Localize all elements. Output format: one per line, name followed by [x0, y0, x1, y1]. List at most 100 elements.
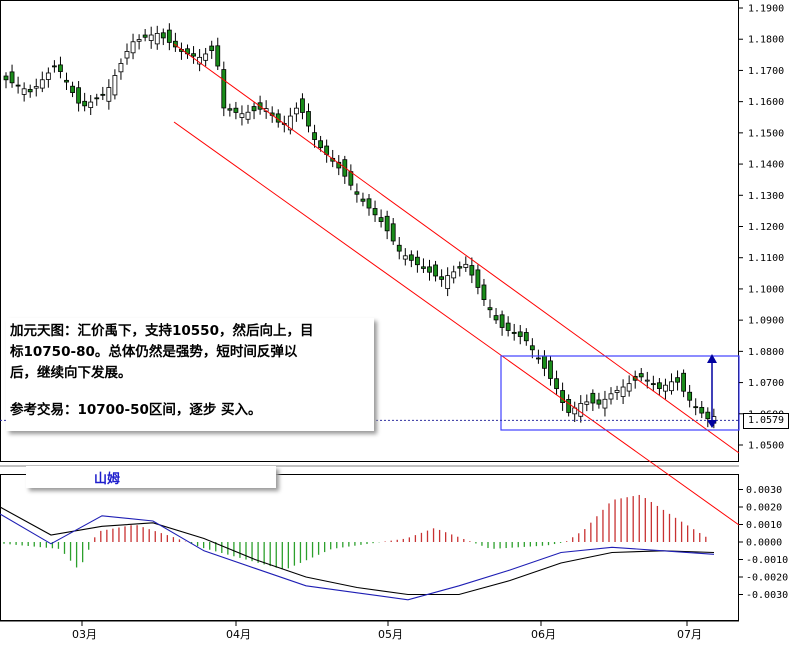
candle-up	[578, 403, 584, 417]
macd-y-tick-label: 0.0020	[746, 503, 782, 514]
candle-down	[529, 345, 535, 351]
candle-down	[396, 244, 402, 252]
candle-down	[487, 307, 493, 311]
macd-signal-line	[0, 506, 715, 596]
candle-down	[64, 79, 69, 83]
candle-down	[681, 372, 686, 392]
candle-down	[82, 100, 88, 107]
candle-down	[493, 315, 499, 321]
candle-up	[124, 51, 130, 59]
candle-up	[614, 390, 620, 393]
candle-up	[45, 72, 51, 80]
candle-up	[620, 386, 626, 397]
candle-up	[663, 384, 668, 392]
candle-down	[390, 223, 396, 242]
y-tick-label: 1.0900	[748, 316, 784, 327]
candle-down	[172, 40, 178, 48]
candle-down	[300, 98, 305, 113]
candle-down	[511, 331, 517, 334]
candle-down	[638, 373, 644, 378]
candle-down	[70, 85, 75, 93]
author-signature: 山姆	[94, 472, 121, 487]
candle-down	[469, 265, 475, 276]
candle-down	[566, 399, 572, 413]
candle-down	[481, 284, 487, 300]
candle-up	[245, 111, 251, 120]
candle-down	[318, 140, 324, 149]
candle-down	[233, 107, 239, 113]
trend-channel	[0, 43, 740, 526]
y-tick-label: 1.0700	[748, 378, 784, 389]
note-line-1: 加元天图：汇价禹下，支持10550，然后向上，目	[10, 323, 314, 339]
candle-down	[100, 93, 106, 96]
candle-down	[499, 314, 505, 328]
x-tick-label: 03月	[72, 628, 97, 641]
candle-up	[463, 263, 469, 268]
candle-down	[699, 407, 705, 414]
candle-down	[408, 254, 414, 261]
macd-y-tick-label: 0.0030	[746, 485, 782, 496]
target-arrow-up	[707, 354, 717, 363]
candle-down	[191, 53, 196, 57]
y-tick-label: 1.1900	[748, 4, 784, 15]
candle-down	[414, 256, 420, 266]
candle-down	[536, 357, 541, 360]
macd-y-tick-label: -0.0030	[746, 590, 788, 601]
candle-down	[354, 191, 360, 195]
candle-down	[542, 355, 547, 369]
candle-down	[705, 411, 711, 420]
candle-down	[142, 34, 148, 38]
candle-down	[160, 32, 166, 39]
candle-down	[657, 382, 662, 389]
candle-up	[88, 101, 94, 108]
candle-down	[94, 97, 100, 100]
macd-y-tick-label: -0.0010	[746, 555, 788, 566]
candle-up	[239, 113, 245, 118]
candle-up	[263, 108, 269, 112]
candle-up	[130, 41, 136, 54]
note-line-4: 参考交易：10700-50区间，逐步 买入。	[10, 402, 262, 418]
macd-y-tick-label: 0.0000	[746, 538, 782, 549]
candle-up	[602, 398, 608, 409]
candle-down	[312, 132, 317, 140]
candle-up	[584, 401, 590, 405]
x-tick-label: 04月	[226, 628, 251, 641]
candle-down	[209, 45, 215, 51]
candle-series	[3, 23, 717, 429]
candle-down	[687, 391, 693, 401]
candle-down	[548, 360, 553, 379]
candle-down	[360, 198, 366, 202]
candle-up	[445, 275, 451, 290]
y-tick-label: 1.1300	[748, 191, 784, 202]
candle-up	[644, 379, 650, 382]
candle-down	[9, 71, 15, 84]
target-arrow-down	[707, 420, 717, 428]
candle-down	[378, 217, 384, 222]
macd-y-tick-label: 0.0010	[746, 520, 782, 531]
y-tick-label: 1.0500	[748, 441, 784, 452]
candle-down	[251, 106, 257, 112]
macd-y-tick-label: -0.0020	[746, 573, 788, 584]
candle-down	[590, 392, 596, 404]
y-tick-label: 1.1600	[748, 97, 784, 108]
candle-up	[112, 75, 118, 96]
candle-down	[554, 378, 559, 390]
channel-upper-line	[173, 43, 740, 454]
candle-up	[39, 79, 45, 89]
x-tick-label: 05月	[378, 628, 403, 641]
y-tick-label: 1.1200	[748, 222, 784, 233]
candle-down	[306, 111, 311, 127]
candle-down	[650, 383, 656, 386]
candle-up	[287, 115, 293, 131]
candle-up	[293, 107, 299, 115]
candle-up	[33, 86, 39, 89]
candle-up	[402, 255, 408, 260]
candle-down	[421, 266, 426, 269]
author-signature-box: 山姆	[26, 466, 276, 488]
channel-lower-line	[173, 121, 740, 526]
price-panel-frame	[0, 0, 739, 462]
y-tick-label: 1.1500	[748, 128, 784, 139]
candle-down	[505, 322, 511, 331]
candle-down	[76, 87, 81, 104]
